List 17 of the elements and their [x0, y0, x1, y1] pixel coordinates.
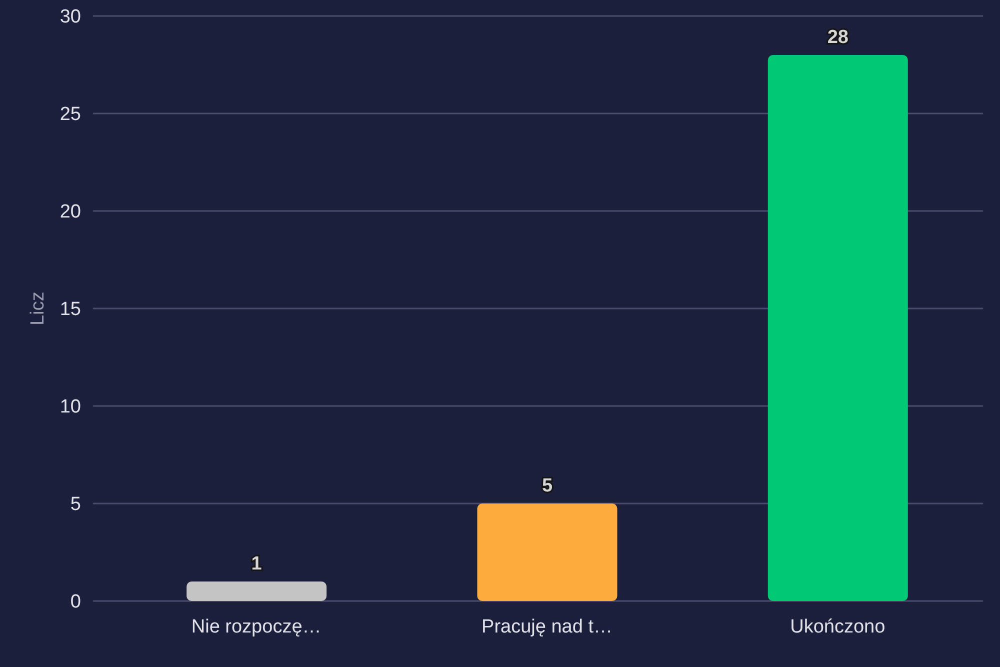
y-tick-label: 25 [60, 104, 81, 126]
y-tick-label: 30 [60, 6, 81, 28]
y-tick-label: 15 [60, 299, 81, 320]
data-label: 28 [827, 27, 848, 48]
y-tick-label: 20 [60, 202, 81, 223]
bar [186, 582, 327, 601]
x-tick-label: Nie rozpoczę… [191, 616, 322, 638]
y-tick-label: 10 [60, 396, 81, 418]
y-axis-title: Licz [28, 292, 49, 326]
y-tick-label: 0 [70, 592, 81, 613]
x-tick-label: Ukończono [790, 616, 886, 638]
y-tick-label: 5 [70, 494, 81, 516]
bar [477, 504, 618, 601]
x-tick-label: Pracuję nad t… [482, 616, 612, 638]
data-label: 5 [542, 476, 553, 496]
bar [768, 55, 908, 601]
data-label: 1 [251, 554, 262, 574]
